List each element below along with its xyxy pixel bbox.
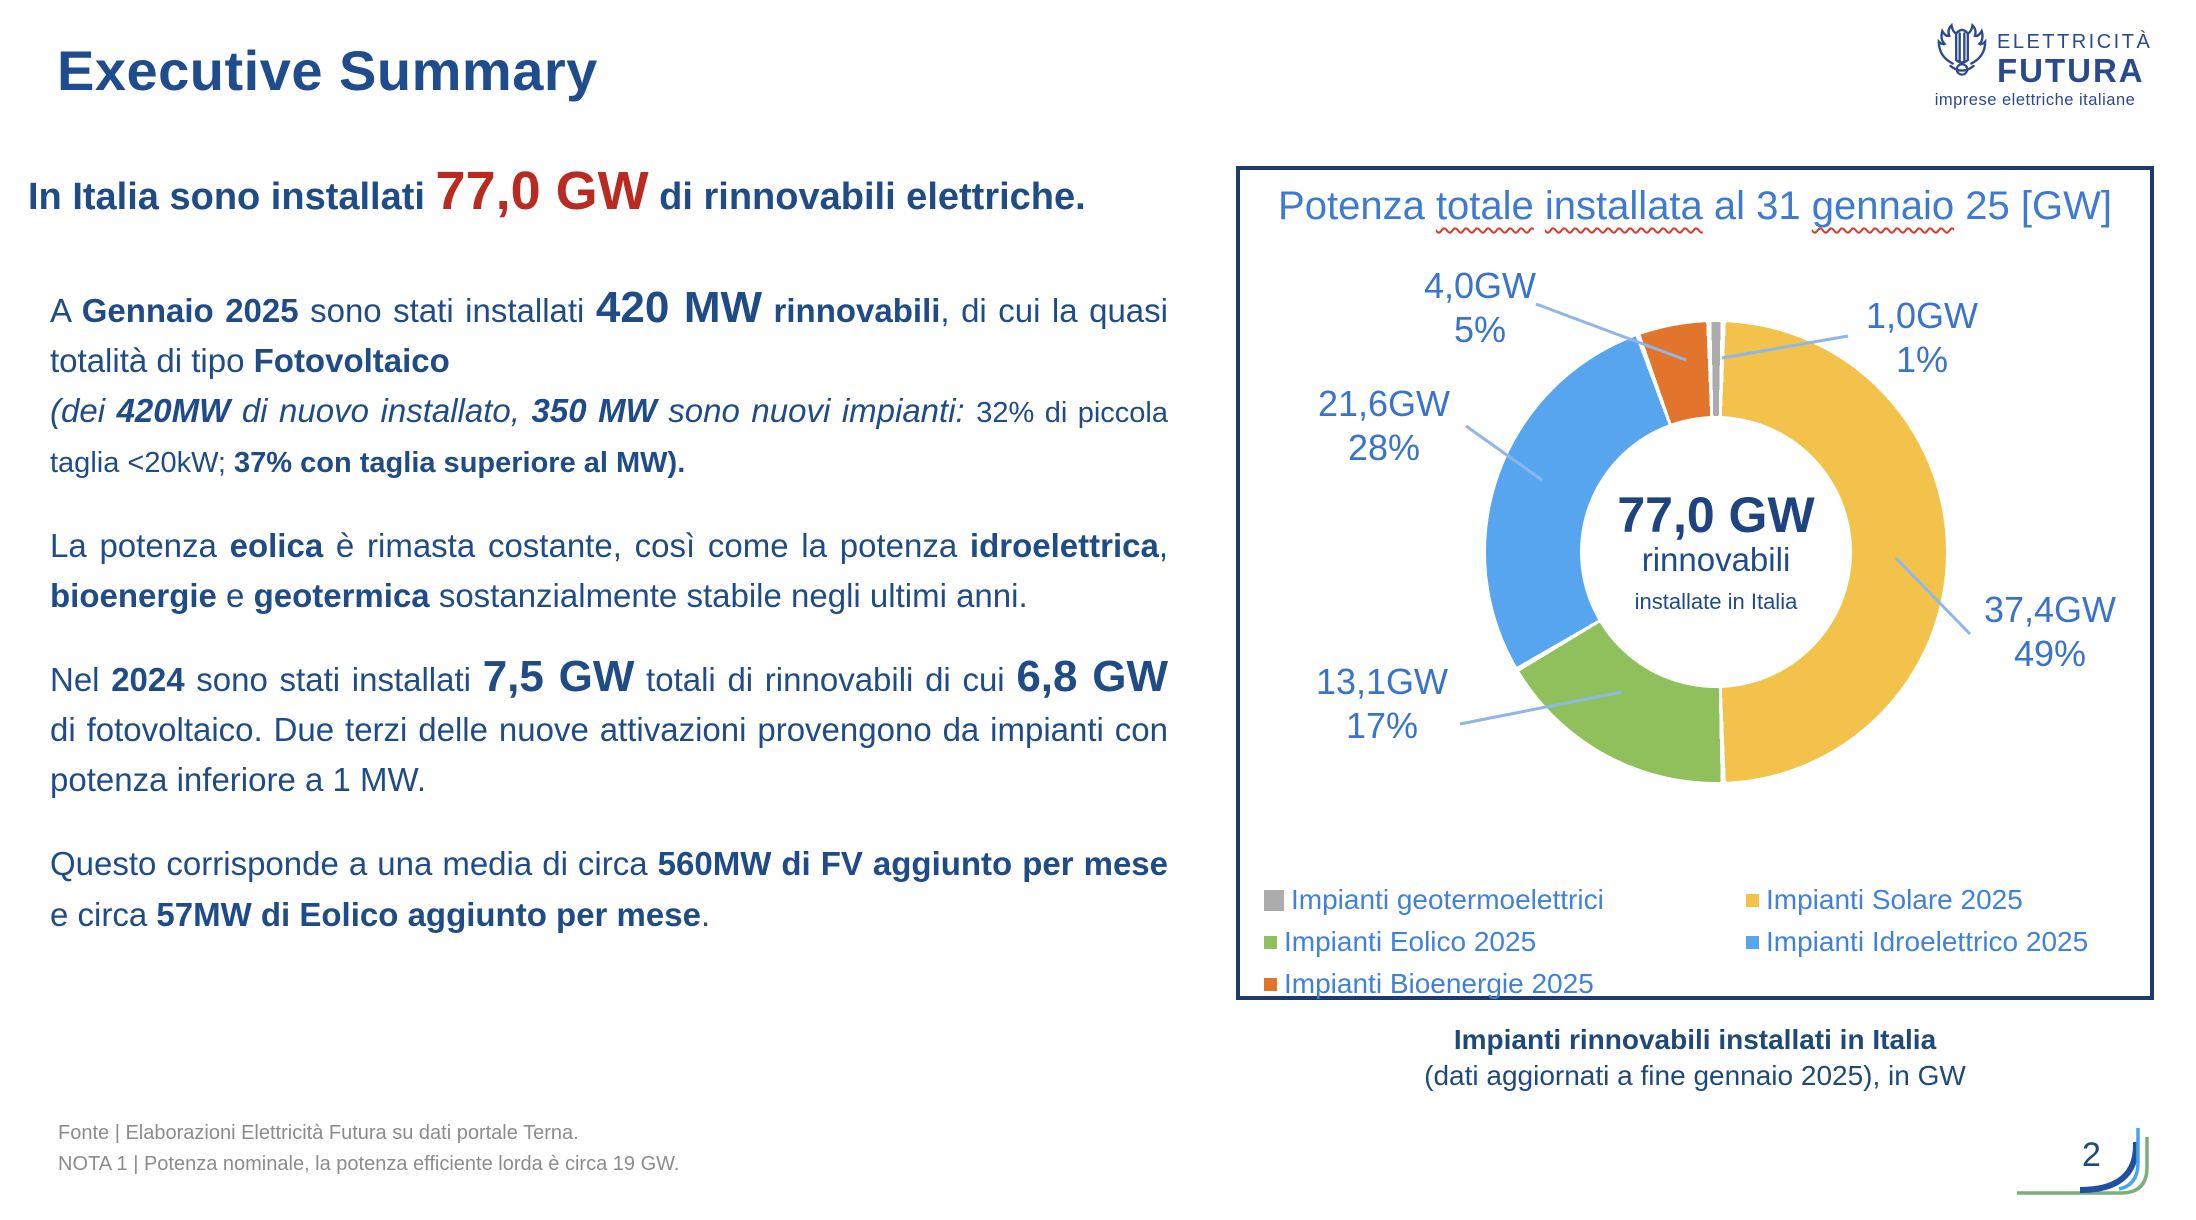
legend-swatch-eolico [1264, 935, 1277, 949]
elettricita-futura-logo: ELETTRICITÀ FUTURA imprese elettriche it… [1933, 22, 2150, 110]
source-notes: Fonte | Elaborazioni Elettricità Futura … [58, 1118, 679, 1180]
logo-line-futura: FUTURA [1997, 52, 2145, 89]
paragraph-january-2025: A Gennaio 2025 sono stati installati 420… [50, 283, 1168, 380]
callout-bioenergie-gw: 4,0GW [1423, 265, 1537, 306]
legend-swatch-solare [1746, 893, 1759, 907]
chart-caption: Impianti rinnovabili installati in Itali… [1236, 1022, 2154, 1095]
legend-swatch-geotermico [1264, 889, 1284, 911]
chart-caption-title: Impianti rinnovabili installati in Itali… [1453, 1024, 1937, 1055]
total-gw-sublabel: installate in Italia [1634, 589, 1798, 615]
total-gw-value: 77,0 GW [1617, 486, 1815, 543]
legend-item-solare: Impianti Solare 2025 [1746, 884, 2023, 916]
summary-text-column: A Gennaio 2025 sono stati installati 420… [50, 286, 1168, 974]
chart-title: Potenza totale installata al 31 gennaio … [1278, 184, 2112, 228]
corner-swoosh-decoration [1945, 1095, 2165, 1210]
chart-caption-subtitle: (dati aggiornati a fine gennaio 2025), i… [1424, 1060, 1966, 1092]
paragraph-wind-hydro: La potenza eolica è rimasta costante, co… [50, 526, 1168, 614]
callout-bioenergie-pct: 5% [1453, 308, 1507, 350]
legend-swatch-idroelettrico [1746, 935, 1759, 949]
headline: In Italia sono installati 77,0 GW di rin… [28, 161, 1086, 221]
donut-center: 77,0 GW rinnovabili installate in Italia [1580, 416, 1852, 688]
callout-eolico: 13,1GW 17% [1284, 660, 1480, 748]
callout-solare-gw: 37,4GW [1983, 589, 2117, 630]
eagle-logo-icon [1933, 22, 1991, 87]
callout-bioenergie: 4,0GW 5% [1392, 264, 1568, 352]
source-line: Fonte | Elaborazioni Elettricità Futura … [58, 1122, 579, 1144]
callout-solare-pct: 49% [2013, 632, 2087, 674]
paragraph-january-2025-detail: (dei 420MW di nuovo installato, 350 MW s… [50, 392, 1169, 480]
legend-item-bioenergie: Impianti Bioenergie 2025 [1264, 968, 1594, 1000]
legend-label-idroelettrico: Impianti Idroelettrico 2025 [1766, 926, 2089, 957]
legend-item-idroelettrico: Impianti Idroelettrico 2025 [1746, 926, 2088, 958]
paragraph-2024-totals: Nel 2024 sono stati installati 7,5 GW to… [50, 651, 1168, 799]
page-title: Executive Summary [57, 39, 598, 102]
legend-label-eolico: Impianti Eolico 2025 [1284, 926, 1537, 957]
callout-idroelettrico: 21,6GW 28% [1286, 382, 1482, 470]
paragraph-monthly-average: Questo corrisponde a una media di circa … [50, 845, 1168, 933]
legend-label-bioenergie: Impianti Bioenergie 2025 [1284, 968, 1594, 999]
page-number: 2 [2082, 1136, 2101, 1174]
callout-idroelettrico-gw: 21,6GW [1317, 383, 1451, 424]
chart-panel: Potenza totale installata al 31 gennaio … [1236, 166, 2154, 1000]
callout-geotermico-pct: 1% [1895, 338, 1949, 380]
callout-eolico-gw: 13,1GW [1315, 661, 1449, 702]
callout-geotermico: 1,0GW 1% [1834, 294, 2010, 382]
logo-tagline: imprese elettriche italiane [1934, 91, 2136, 109]
legend-item-eolico: Impianti Eolico 2025 [1264, 926, 1536, 958]
logo-line-elettricita: ELETTRICITÀ [1997, 31, 2153, 53]
legend-swatch-bioenergie [1264, 977, 1277, 991]
legend-label-solare: Impianti Solare 2025 [1766, 884, 2023, 915]
nota-line: NOTA 1 | Potenza nominale, la potenza ef… [58, 1153, 680, 1175]
donut-chart: 77,0 GW rinnovabili installate in Italia [1486, 322, 1946, 782]
callout-idroelettrico-pct: 28% [1347, 426, 1421, 468]
callout-eolico-pct: 17% [1345, 704, 1419, 746]
callout-geotermico-gw: 1,0GW [1865, 295, 1979, 336]
legend-item-geotermico: Impianti geotermoelettrici [1264, 884, 1604, 916]
legend-label-geotermico: Impianti geotermoelettrici [1291, 884, 1604, 915]
callout-solare: 37,4GW 49% [1952, 588, 2148, 676]
total-gw-label: rinnovabili [1641, 541, 1791, 579]
